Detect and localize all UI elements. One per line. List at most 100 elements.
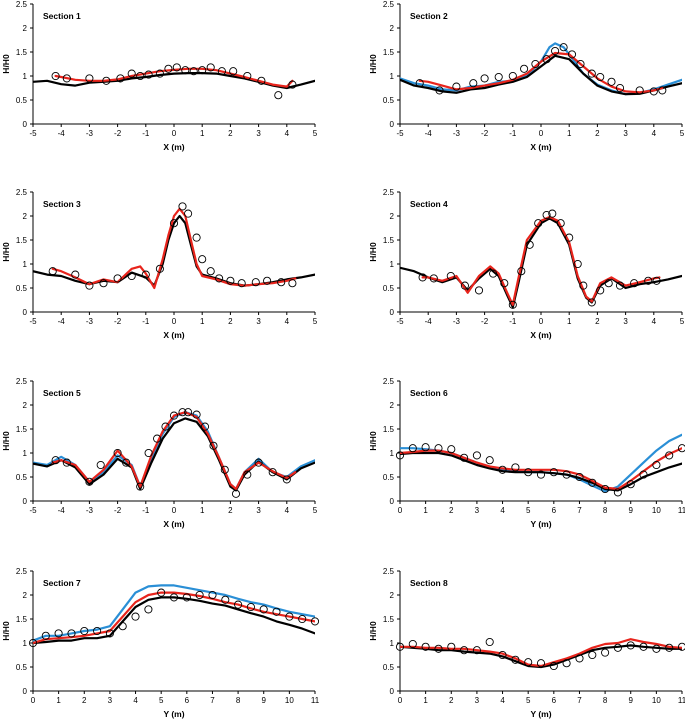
observed-point [189, 67, 198, 76]
y-tick-label: 1.5 [16, 48, 28, 57]
observed-point [144, 70, 153, 79]
x-tick-label: -4 [425, 129, 433, 138]
observed-point [588, 650, 597, 660]
observed-point [127, 69, 136, 78]
observed-point [118, 622, 127, 631]
observed-point [604, 279, 613, 288]
observed-point [460, 281, 469, 290]
x-tick-label: -2 [114, 129, 122, 138]
y-tick-label: 1.5 [383, 615, 395, 624]
chart-panel-8: 0 0.5 1 1.5 2 2.5 0 1 2 3 4 5 6 7 8 9 10 11 Y (m) H/H0 Secti… [368, 567, 685, 719]
x-tick-label: 11 [678, 696, 685, 705]
x-tick-label: 7 [577, 696, 582, 705]
observed-point [221, 595, 230, 604]
y-tick-label: 0 [23, 687, 28, 696]
y-axis-label: H/H0 [1, 621, 11, 641]
y-axis-label: H/H0 [1, 242, 11, 262]
observed-point [102, 76, 111, 85]
y-tick-label: 2.5 [383, 0, 395, 9]
x-tick-label: 8 [603, 696, 608, 705]
x-tick-label: -3 [453, 129, 461, 138]
x-axis-label: Y (m) [530, 709, 551, 719]
observed-point [447, 642, 456, 651]
y-tick-label: 0 [390, 687, 395, 696]
observed-point [460, 646, 469, 655]
y-tick-label: 2.5 [16, 188, 28, 197]
y-tick-label: 1.5 [16, 236, 28, 245]
observed-point [96, 460, 105, 470]
observed-point [237, 279, 246, 288]
observed-point [452, 82, 461, 91]
observed-point [531, 59, 540, 69]
observed-point [274, 91, 283, 100]
observed-point [524, 468, 533, 477]
series-line-red [421, 215, 661, 306]
series-line-red [33, 591, 315, 645]
y-tick-label: 2 [390, 212, 395, 221]
x-tick-label: 4 [500, 506, 505, 515]
y-tick-label: 1 [390, 72, 395, 81]
observed-point [469, 79, 478, 88]
observed-point [474, 286, 484, 295]
x-tick-label: -5 [29, 317, 37, 326]
observed-point [192, 233, 201, 242]
y-tick-label: 1 [23, 72, 28, 81]
y-tick-label: 0 [390, 308, 395, 317]
observed-point [127, 271, 136, 281]
observed-point [520, 64, 529, 73]
series-line-black [400, 217, 682, 309]
x-tick-label: 0 [172, 129, 177, 138]
x-tick-label: 0 [398, 506, 403, 515]
observed-point [243, 470, 252, 479]
observed-point [551, 46, 560, 56]
observed-point [559, 43, 568, 52]
x-tick-label: 10 [652, 506, 661, 515]
observed-point [122, 458, 131, 467]
observed-point [562, 470, 571, 479]
x-tick-label: 9 [629, 506, 634, 515]
observed-point [268, 468, 277, 477]
x-tick-label: -1 [509, 317, 517, 326]
x-tick-label: -5 [29, 129, 37, 138]
x-tick-label: 2 [228, 317, 233, 326]
observed-point [576, 59, 585, 69]
observed-point [164, 64, 173, 73]
section-title: Section 2 [410, 11, 448, 21]
y-axis-label: H/H0 [1, 54, 11, 74]
y-tick-label: 0.5 [383, 473, 395, 482]
x-tick-label: 3 [475, 506, 480, 515]
x-tick-label: -1 [142, 129, 150, 138]
observed-point [489, 269, 498, 278]
observed-point [198, 66, 207, 75]
observed-point [136, 71, 145, 81]
y-tick-label: 1.5 [383, 425, 395, 434]
observed-point [85, 281, 94, 290]
x-axis-label: X (m) [163, 330, 184, 340]
y-tick-label: 0 [390, 497, 395, 506]
y-axis-label: H/H0 [368, 621, 378, 641]
observed-point [601, 484, 610, 494]
observed-point [395, 642, 405, 651]
y-axis-label: H/H0 [368, 431, 378, 451]
x-tick-label: 1 [567, 129, 572, 138]
observed-point [181, 66, 190, 75]
y-axis-label: H/H0 [368, 242, 378, 262]
observed-point [67, 629, 76, 638]
observed-point [408, 639, 417, 649]
x-tick-label: 0 [398, 696, 403, 705]
observed-point [48, 267, 57, 276]
observed-point [169, 411, 179, 420]
observed-point [51, 456, 60, 465]
section-title: Section 7 [43, 578, 81, 588]
y-tick-label: 0 [23, 308, 28, 317]
x-tick-label: 1 [56, 696, 61, 705]
observed-point [498, 650, 507, 660]
observed-point [161, 422, 170, 431]
x-tick-label: 0 [172, 506, 177, 515]
x-tick-label: -2 [481, 129, 489, 138]
observed-point [575, 472, 584, 482]
observed-point [587, 298, 596, 307]
observed-point [542, 210, 551, 220]
x-tick-label: -4 [58, 317, 66, 326]
